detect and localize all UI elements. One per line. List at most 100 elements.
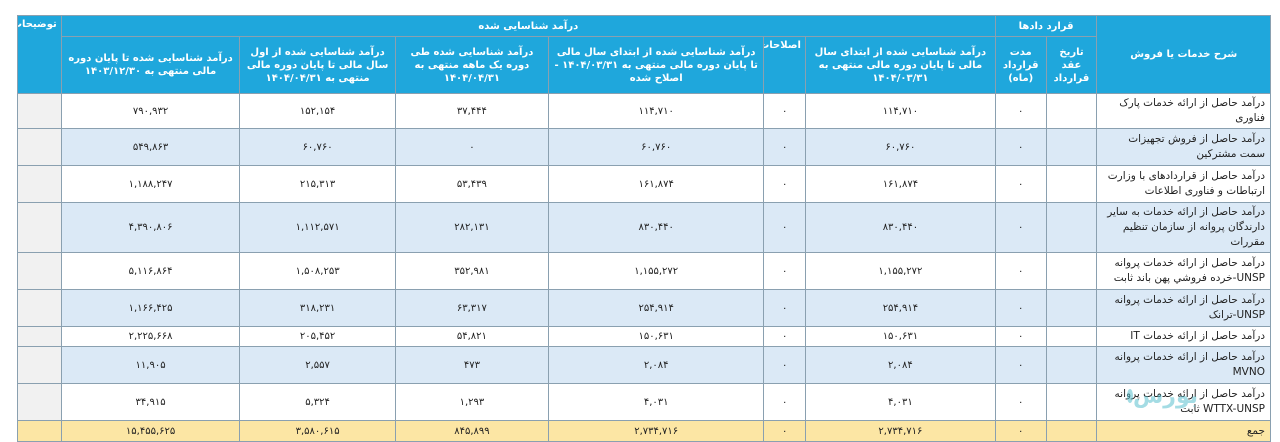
cell-contract-duration: ۰ [994,252,1047,290]
cell-contract-duration: ۰ [994,289,1047,327]
cell-contract-date [1045,346,1098,384]
cell-prev-year: ۱۵,۴۵۵,۶۲۵ [60,420,241,442]
cell-since-start: ۱,۱۱۲,۵۷۱ [239,202,396,253]
cell-contract-duration: ۰ [994,128,1047,166]
cell-notes [17,326,62,347]
cell-prev-year: ۲,۲۲۵,۶۶۸ [60,326,241,347]
cell-since-start: ۶۰,۷۶۰ [239,128,396,166]
cell-prev-year: ۷۹۰,۹۳۲ [60,93,241,129]
header-recognized-group: درآمد شناسایی شده [60,15,996,37]
cell-corrected: ۲۵۴,۹۱۴ [548,289,765,327]
cell-description: درآمد حاصل از ارائه خدمات پارک فناوری [1096,93,1271,129]
cell-one-month: ۱,۲۹۳ [394,383,550,421]
cell-since-start: ۲۰۵,۴۵۲ [239,326,396,347]
cell-until-end: ۱,۱۵۵,۲۷۲ [804,252,996,290]
cell-until-end: ۲۵۴,۹۱۴ [804,289,996,327]
cell-description: درآمد حاصل از ارائه خدمات پروانه UNSP-خر… [1096,252,1271,290]
cell-prev-year: ۳۴,۹۱۵ [60,383,241,421]
cell-corrections: ۰ [763,93,806,129]
cell-contract-date [1045,420,1098,442]
cell-since-start: ۵,۳۲۴ [239,383,396,421]
cell-contract-date [1045,252,1098,290]
table-row: درآمد حاصل از ارائه خدمات پارک فناوری ۰ … [17,93,1271,129]
cell-corrections: ۰ [763,165,806,203]
cell-prev-year: ۱,۱۸۸,۲۴۷ [60,165,241,203]
table-row: درآمد حاصل از ارائه خدمات به سایر دارندگ… [17,202,1271,253]
cell-until-end: ۸۳۰,۴۴۰ [804,202,996,253]
cell-until-end: ۲,۷۳۴,۷۱۶ [804,420,996,442]
cell-corrections: ۰ [763,128,806,166]
cell-notes [17,93,62,129]
header-contract-duration: مدت قرارداد (ماه) [994,36,1047,94]
cell-until-end: ۱۶۱,۸۷۴ [804,165,996,203]
cell-one-month: ۲۸۲,۱۳۱ [394,202,550,253]
cell-contract-date [1045,383,1098,421]
cell-notes [17,289,62,327]
cell-prev-year: ۴,۳۹۰,۸۰۶ [60,202,241,253]
cell-since-start: ۱۵۲,۱۵۴ [239,93,396,129]
cell-description: درآمد حاصل از قراردادهای با وزارت ارتباط… [1096,165,1271,203]
cell-notes [17,420,62,442]
cell-corrected: ۴,۰۳۱ [548,383,765,421]
cell-one-month: ۸۴۵,۸۹۹ [394,420,550,442]
cell-corrections: ۰ [763,346,806,384]
cell-contract-duration: ۰ [994,346,1047,384]
cell-contract-duration: ۰ [994,165,1047,203]
header-revenue-one-month: درآمد شناسایی شده طی دوره یک ماهه منتهی … [394,36,550,94]
cell-prev-year: ۵۴۹,۸۶۳ [60,128,241,166]
revenue-table: شرح خدمات یا فروش قرارد دادها درآمد شناس… [17,15,1271,442]
table-row: درآمد حاصل از ارائه خدمات پروانه UNSP-خر… [17,252,1271,290]
cell-description: درآمد حاصل از ارائه خدمات IT [1096,326,1271,347]
cell-until-end: ۱۱۴,۷۱۰ [804,93,996,129]
header-description: شرح خدمات یا فروش [1096,15,1271,94]
cell-contract-duration: ۰ [994,326,1047,347]
cell-contract-date [1045,128,1098,166]
cell-notes [17,128,62,166]
cell-notes [17,202,62,253]
cell-contract-duration: ۰ [994,93,1047,129]
cell-corrected: ۱,۱۵۵,۲۷۲ [548,252,765,290]
watermark-circle-icon [1126,389,1133,403]
cell-contract-date [1045,289,1098,327]
header-revenue-corrected: درآمد شناسایی شده از ابتدای سال مالی تا … [548,36,765,94]
cell-corrections: ۰ [763,289,806,327]
cell-corrected: ۱۱۴,۷۱۰ [548,93,765,129]
cell-corrected: ۲,۰۸۴ [548,346,765,384]
cell-since-start: ۲,۵۵۷ [239,346,396,384]
cell-notes [17,383,62,421]
cell-corrections: ۰ [763,252,806,290]
cell-contract-date [1045,326,1098,347]
cell-corrected: ۶۰,۷۶۰ [548,128,765,166]
cell-one-month: ۰ [394,128,550,166]
table-row: درآمد حاصل از ارائه خدمات پروانه UNSP-تر… [17,289,1271,327]
header-contract-date: تاریخ عقد قرارداد [1045,36,1098,94]
header-revenue-since-start: درآمد شناسایی شده از اول سال مالی تا پای… [239,36,396,94]
cell-notes [17,252,62,290]
cell-one-month: ۳۵۲,۹۸۱ [394,252,550,290]
cell-one-month: ۵۳,۴۳۹ [394,165,550,203]
cell-prev-year: ۱,۱۶۶,۴۲۵ [60,289,241,327]
cell-contract-date [1045,165,1098,203]
cell-since-start: ۲۱۵,۳۱۳ [239,165,396,203]
header-corrections: اصلاحات [763,36,806,94]
cell-notes [17,346,62,384]
table-row: درآمد حاصل از ارائه خدمات پروانه WTTX-UN… [17,383,1271,421]
cell-corrections: ۰ [763,420,806,442]
cell-description: درآمد حاصل از ارائه خدمات پروانه WTTX-UN… [1096,383,1271,421]
table-row: درآمد حاصل از فروش تجهیزات سمت مشترکین ۰… [17,128,1271,166]
cell-one-month: ۴۷۳ [394,346,550,384]
revenue-table-container: شرح خدمات یا فروش قرارد دادها درآمد شناس… [17,15,1271,442]
cell-description: درآمد حاصل از ارائه خدمات پروانه UNSP-تر… [1096,289,1271,327]
cell-corrected: ۲,۷۳۴,۷۱۶ [548,420,765,442]
cell-corrections: ۰ [763,202,806,253]
cell-contract-date [1045,202,1098,253]
cell-until-end: ۲,۰۸۴ [804,346,996,384]
total-row: جمع ۰ ۲,۷۳۴,۷۱۶ ۰ ۲,۷۳۴,۷۱۶ ۸۴۵,۸۹۹ ۳,۵۸… [17,420,1271,442]
cell-prev-year: ۵,۱۱۶,۸۶۴ [60,252,241,290]
cell-contract-duration: ۰ [994,202,1047,253]
cell-contract-date [1045,93,1098,129]
cell-description: درآمد حاصل از ارائه خدمات به سایر دارندگ… [1096,202,1271,253]
cell-since-start: ۳,۵۸۰,۶۱۵ [239,420,396,442]
cell-one-month: ۶۳,۳۱۷ [394,289,550,327]
cell-contract-duration: ۰ [994,420,1047,442]
